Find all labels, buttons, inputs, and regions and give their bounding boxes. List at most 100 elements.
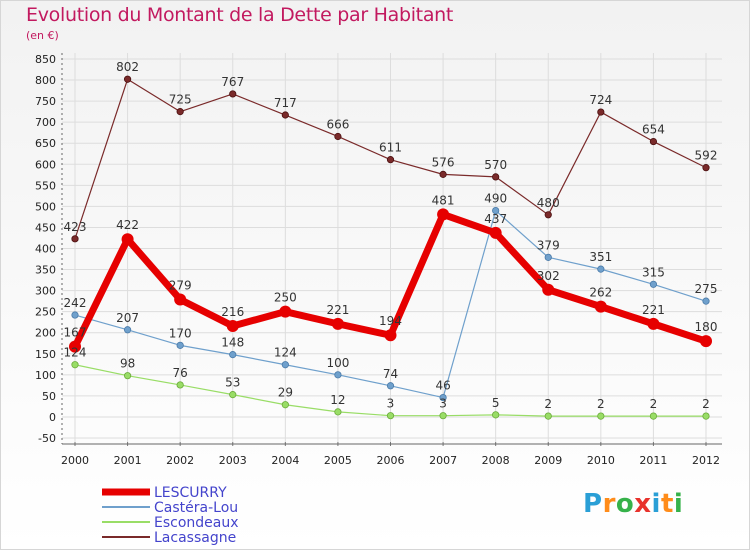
data-point-escondeaux bbox=[439, 412, 447, 420]
y-tick-label: 300 bbox=[35, 285, 56, 298]
data-label-lescurry: 422 bbox=[116, 218, 139, 232]
data-point-cast-ra-lou bbox=[492, 207, 500, 215]
y-tick-label: 100 bbox=[35, 369, 56, 382]
data-label-escondeaux: 53 bbox=[225, 376, 240, 390]
y-tick-label: 500 bbox=[35, 200, 56, 213]
data-point-cast-ra-lou bbox=[229, 351, 237, 359]
chart-title: Evolution du Montant de la Dette par Hab… bbox=[26, 4, 454, 26]
data-label-lescurry: 437 bbox=[484, 212, 507, 226]
data-point-escondeaux bbox=[176, 381, 184, 389]
data-point-escondeaux bbox=[229, 391, 237, 399]
logo-letter: P bbox=[583, 489, 603, 519]
data-label-lacassagne: 767 bbox=[221, 75, 244, 89]
y-tick-label: 700 bbox=[35, 116, 56, 129]
x-tick-label: 2004 bbox=[271, 454, 299, 467]
x-tick-label: 2010 bbox=[587, 454, 615, 467]
x-tick-label: 2005 bbox=[324, 454, 352, 467]
data-point-escondeaux bbox=[123, 372, 132, 380]
data-label-lacassagne: 576 bbox=[432, 155, 455, 169]
chart-subtitle: (en €) bbox=[26, 29, 59, 42]
x-tick-label: 2007 bbox=[429, 454, 457, 467]
data-label-lacassagne: 717 bbox=[274, 96, 297, 110]
data-point-escondeaux bbox=[281, 401, 289, 409]
y-tick-label: 400 bbox=[35, 243, 56, 256]
data-point-lescurry bbox=[121, 233, 134, 246]
data-label-escondeaux: 2 bbox=[544, 397, 552, 411]
data-label-cast-ra-lou: 379 bbox=[537, 238, 560, 252]
data-label-lescurry: 302 bbox=[537, 269, 560, 283]
data-point-lacassagne bbox=[649, 137, 658, 146]
data-point-lacassagne bbox=[334, 132, 342, 141]
data-label-lescurry: 279 bbox=[169, 278, 192, 292]
data-point-cast-ra-lou bbox=[281, 361, 289, 369]
data-label-escondeaux: 12 bbox=[330, 393, 345, 407]
data-point-lescurry bbox=[226, 319, 239, 332]
data-point-lescurry bbox=[69, 340, 81, 353]
data-point-lescurry bbox=[542, 283, 555, 296]
data-point-lescurry bbox=[331, 317, 344, 330]
data-point-lacassagne bbox=[386, 156, 395, 164]
data-label-escondeaux: 2 bbox=[650, 397, 658, 411]
x-tick-label: 2002 bbox=[166, 454, 194, 467]
data-label-lacassagne: 480 bbox=[537, 196, 560, 210]
data-label-cast-ra-lou: 74 bbox=[383, 367, 398, 381]
x-tick-label: 2011 bbox=[639, 454, 667, 467]
y-tick-label: 250 bbox=[35, 306, 56, 319]
y-tick-label: 600 bbox=[35, 158, 56, 171]
data-point-lacassagne bbox=[439, 170, 447, 178]
data-point-cast-ra-lou bbox=[123, 326, 132, 334]
data-point-cast-ra-lou bbox=[597, 265, 605, 273]
grid bbox=[62, 53, 722, 444]
data-point-lacassagne bbox=[123, 75, 132, 83]
data-label-lacassagne: 725 bbox=[169, 93, 192, 107]
data-label-lescurry: 216 bbox=[221, 305, 244, 319]
legend-label: Escondeaux bbox=[154, 515, 239, 531]
axes: -50 0 50 100 150 200 250 300 350 400 450 500 550 600 6… bbox=[35, 53, 722, 467]
data-label-escondeaux: 3 bbox=[439, 397, 447, 411]
logo-letter: r bbox=[602, 489, 616, 519]
data-label-cast-ra-lou: 275 bbox=[695, 282, 718, 296]
x-tick-label: 2000 bbox=[61, 454, 89, 467]
data-label-escondeaux: 2 bbox=[702, 397, 710, 411]
y-tick-label: -50 bbox=[38, 432, 56, 445]
proxiti-logo: Proxiti bbox=[583, 489, 683, 519]
data-label-lescurry: 250 bbox=[274, 291, 297, 305]
data-point-lescurry bbox=[174, 293, 187, 306]
data-point-cast-ra-lou bbox=[386, 382, 395, 390]
data-point-lacassagne bbox=[544, 211, 552, 219]
y-tick-label: 550 bbox=[35, 179, 56, 192]
legend-label: Castéra-Lou bbox=[154, 500, 238, 516]
data-label-cast-ra-lou: 46 bbox=[435, 379, 450, 393]
data-point-escondeaux bbox=[71, 361, 79, 369]
series-group bbox=[69, 75, 712, 420]
data-label-cast-ra-lou: 315 bbox=[642, 265, 665, 279]
data-point-cast-ra-lou bbox=[71, 311, 79, 319]
y-tick-label: 150 bbox=[35, 348, 56, 361]
data-label-cast-ra-lou: 242 bbox=[64, 296, 87, 310]
data-label-escondeaux: 2 bbox=[597, 397, 605, 411]
data-label-cast-ra-lou: 207 bbox=[116, 311, 139, 325]
logo-letter: i bbox=[651, 489, 661, 519]
data-label-lescurry: 481 bbox=[432, 193, 455, 207]
data-point-cast-ra-lou bbox=[176, 341, 184, 349]
data-label-lescurry: 221 bbox=[642, 303, 665, 317]
data-label-cast-ra-lou: 148 bbox=[221, 336, 244, 350]
data-point-lacassagne bbox=[492, 173, 500, 181]
data-point-lescurry bbox=[594, 300, 607, 313]
data-label-lescurry: 262 bbox=[589, 286, 612, 300]
data-label-lacassagne: 666 bbox=[326, 117, 349, 131]
y-tick-label: 800 bbox=[35, 74, 56, 87]
data-label-lacassagne: 724 bbox=[589, 93, 612, 107]
data-labels: 167 422 279 216 250 221 194 481 437 302 262 221 180 2… bbox=[64, 60, 718, 411]
y-tick-label: 0 bbox=[49, 411, 56, 424]
data-label-escondeaux: 76 bbox=[173, 366, 188, 380]
x-tick-label: 2003 bbox=[219, 454, 247, 467]
data-label-escondeaux: 29 bbox=[278, 386, 293, 400]
data-point-cast-ra-lou bbox=[702, 297, 710, 305]
data-point-escondeaux bbox=[702, 412, 710, 420]
data-label-lacassagne: 654 bbox=[642, 123, 665, 137]
y-tick-label: 350 bbox=[35, 264, 56, 277]
y-tick-label: 450 bbox=[35, 221, 56, 234]
